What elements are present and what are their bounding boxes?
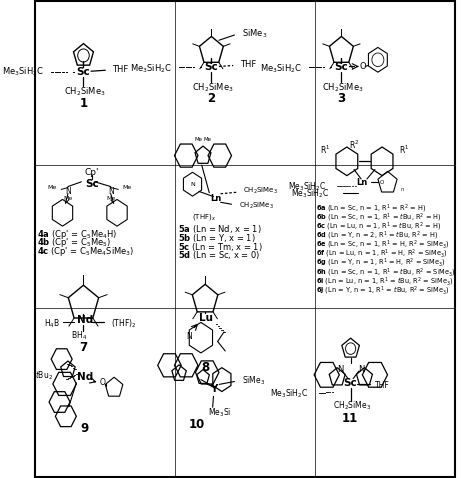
Text: 11: 11 [342,412,358,425]
Text: Y: Y [210,384,218,394]
Text: Sc: Sc [77,67,91,77]
Text: Nd: Nd [77,315,94,325]
Text: SiMe$_3$: SiMe$_3$ [242,28,267,40]
Text: Sc: Sc [335,63,348,73]
Text: Sc: Sc [85,179,99,189]
Text: Ln: Ln [357,178,368,187]
Text: SiMe$_3$: SiMe$_3$ [242,374,265,387]
Text: $\mathbf{6c}$ (Ln = Lu, n = 1, R$^1$ = $t$Bu, R$^2$ = H): $\mathbf{6c}$ (Ln = Lu, n = 1, R$^1$ = $… [316,221,441,233]
Text: Nd: Nd [77,372,94,382]
Text: O: O [359,62,365,71]
Text: Sc: Sc [204,63,218,73]
Text: R$^1$: R$^1$ [399,143,409,156]
Text: $\mathbf{6j}$ (Ln = Y, n = 1, R$^1$ = $t$Bu, R$^2$ = SiMe$_3$): $\mathbf{6j}$ (Ln = Y, n = 1, R$^1$ = $t… [316,284,450,297]
Text: Me$_3$SiH$_2$C: Me$_3$SiH$_2$C [288,180,327,193]
Text: Me: Me [47,185,56,190]
Text: $\mathbf{6g}$ (Ln = Y, n = 1, R$^1$ = H, R$^2$ = SiMe$_3$): $\mathbf{6g}$ (Ln = Y, n = 1, R$^1$ = H,… [316,257,446,270]
Text: R$^2$: R$^2$ [349,139,359,151]
Text: $_n$: $_n$ [400,186,405,194]
Text: 8: 8 [201,361,209,374]
Text: N: N [65,187,71,196]
Text: Me$_3$SiH$_2$C: Me$_3$SiH$_2$C [270,388,309,400]
Text: $\mathbf{6e}$ (Ln = Sc, n = 1, R$^1$ = H, R$^2$ = SiMe$_3$): $\mathbf{6e}$ (Ln = Sc, n = 1, R$^1$ = H… [316,239,449,251]
Text: N: N [108,187,114,196]
Text: (THF)$_2$: (THF)$_2$ [111,317,137,330]
Text: THF: THF [112,65,128,74]
Text: $\mathbf{6b}$ (Ln = Sc, n = 1, R$^1$ = $t$Bu, R$^2$ = H): $\mathbf{6b}$ (Ln = Sc, n = 1, R$^1$ = $… [316,212,442,224]
Text: Me$_3$SiH$_2$C: Me$_3$SiH$_2$C [292,187,329,200]
Text: CH$_2$SiMe$_3$: CH$_2$SiMe$_3$ [192,81,234,94]
Text: H$_4$B: H$_4$B [45,317,60,330]
Text: Me$_3$SiH$_2$C: Me$_3$SiH$_2$C [2,66,44,78]
Text: (THF)$_x$: (THF)$_x$ [192,212,216,222]
Text: CH$_2$SiMe$_3$: CH$_2$SiMe$_3$ [322,81,364,94]
Text: R$^1$: R$^1$ [320,143,330,156]
Text: $\mathbf{4b}$ (Cp' = C$_5$Me$_5$): $\mathbf{4b}$ (Cp' = C$_5$Me$_5$) [37,236,112,250]
Text: $\mathbf{6a}$ (Ln = Sc, n = 1, R$^1$ = R$^2$ = H): $\mathbf{6a}$ (Ln = Sc, n = 1, R$^1$ = R… [316,203,426,215]
Text: $\mathbf{5c}$ (Ln = Tm, x = 1): $\mathbf{5c}$ (Ln = Tm, x = 1) [178,240,263,253]
Text: 9: 9 [81,422,89,435]
Text: Me$_3$SiH$_2$C: Me$_3$SiH$_2$C [260,62,301,75]
Text: $\mathbf{6d}$ (Ln = Y, n = 2, R$^1$ = $t$Bu, R$^2$ = H): $\mathbf{6d}$ (Ln = Y, n = 2, R$^1$ = $t… [316,230,438,242]
Text: N: N [186,332,192,341]
Text: Me: Me [203,137,211,142]
Text: $\mathbf{4a}$ (Cp' = C$_5$Me$_4$H): $\mathbf{4a}$ (Cp' = C$_5$Me$_4$H) [37,228,118,241]
Text: Sc: Sc [344,379,357,389]
Text: Me$_3$Si: Me$_3$Si [209,407,232,419]
Text: $\mathbf{5b}$ (Ln = Y, x = 1): $\mathbf{5b}$ (Ln = Y, x = 1) [178,232,255,244]
Text: N: N [358,365,365,374]
Text: Me: Me [195,137,203,142]
Text: $\mathbf{6h}$ (Ln = Sc, n = 1, R$^1$ = $t$Bu, R$^2$ = SiMe$_3$): $\mathbf{6h}$ (Ln = Sc, n = 1, R$^1$ = $… [316,266,456,279]
Text: Ln: Ln [210,194,221,203]
Text: Me: Me [122,185,132,190]
Text: CH$_2$SiMe$_3$: CH$_2$SiMe$_3$ [64,86,106,98]
Text: O: O [380,180,384,185]
Text: Lu: Lu [199,313,213,323]
Text: 2: 2 [207,92,216,105]
Text: BH$_4$: BH$_4$ [71,329,87,342]
Text: Cp': Cp' [84,168,99,177]
Text: N: N [190,182,195,187]
Text: CH$_2$SiMe$_3$: CH$_2$SiMe$_3$ [238,201,273,211]
Text: $t$Bu$_2$: $t$Bu$_2$ [35,369,53,382]
Text: Me$_3$SiH$_2$C: Me$_3$SiH$_2$C [130,62,172,75]
Text: CH$_2$SiMe$_3$: CH$_2$SiMe$_3$ [243,186,278,196]
Text: $\mathbf{4c}$ (Cp' = C$_5$Me$_4$SiMe$_3$): $\mathbf{4c}$ (Cp' = C$_5$Me$_4$SiMe$_3$… [37,245,135,258]
Text: N: N [337,365,344,374]
Text: CH$_2$SiMe$_3$: CH$_2$SiMe$_3$ [333,400,371,412]
Text: 3: 3 [337,92,346,105]
Text: 7: 7 [80,341,88,354]
Text: O: O [100,379,105,388]
Text: THF: THF [240,60,256,69]
Text: $\mathbf{6f}$ (Ln = Lu, n = 1, R$^1$ = H, R$^2$ = SiMe$_3$): $\mathbf{6f}$ (Ln = Lu, n = 1, R$^1$ = H… [316,248,448,261]
Text: 10: 10 [189,418,205,431]
Text: THF: THF [375,381,390,390]
Text: $\mathbf{6i}$ (Ln = Lu, n = 1, R$^1$ = $t$Bu, R$^2$ = SiMe$_3$): $\mathbf{6i}$ (Ln = Lu, n = 1, R$^1$ = $… [316,275,454,288]
Text: Me: Me [106,196,115,201]
Text: Me: Me [64,196,73,201]
Text: $\mathbf{5a}$ (Ln = Nd, x = 1): $\mathbf{5a}$ (Ln = Nd, x = 1) [178,224,262,236]
Text: $\mathbf{5d}$ (Ln = Sc, x = 0): $\mathbf{5d}$ (Ln = Sc, x = 0) [178,249,260,261]
Text: 1: 1 [80,97,88,109]
